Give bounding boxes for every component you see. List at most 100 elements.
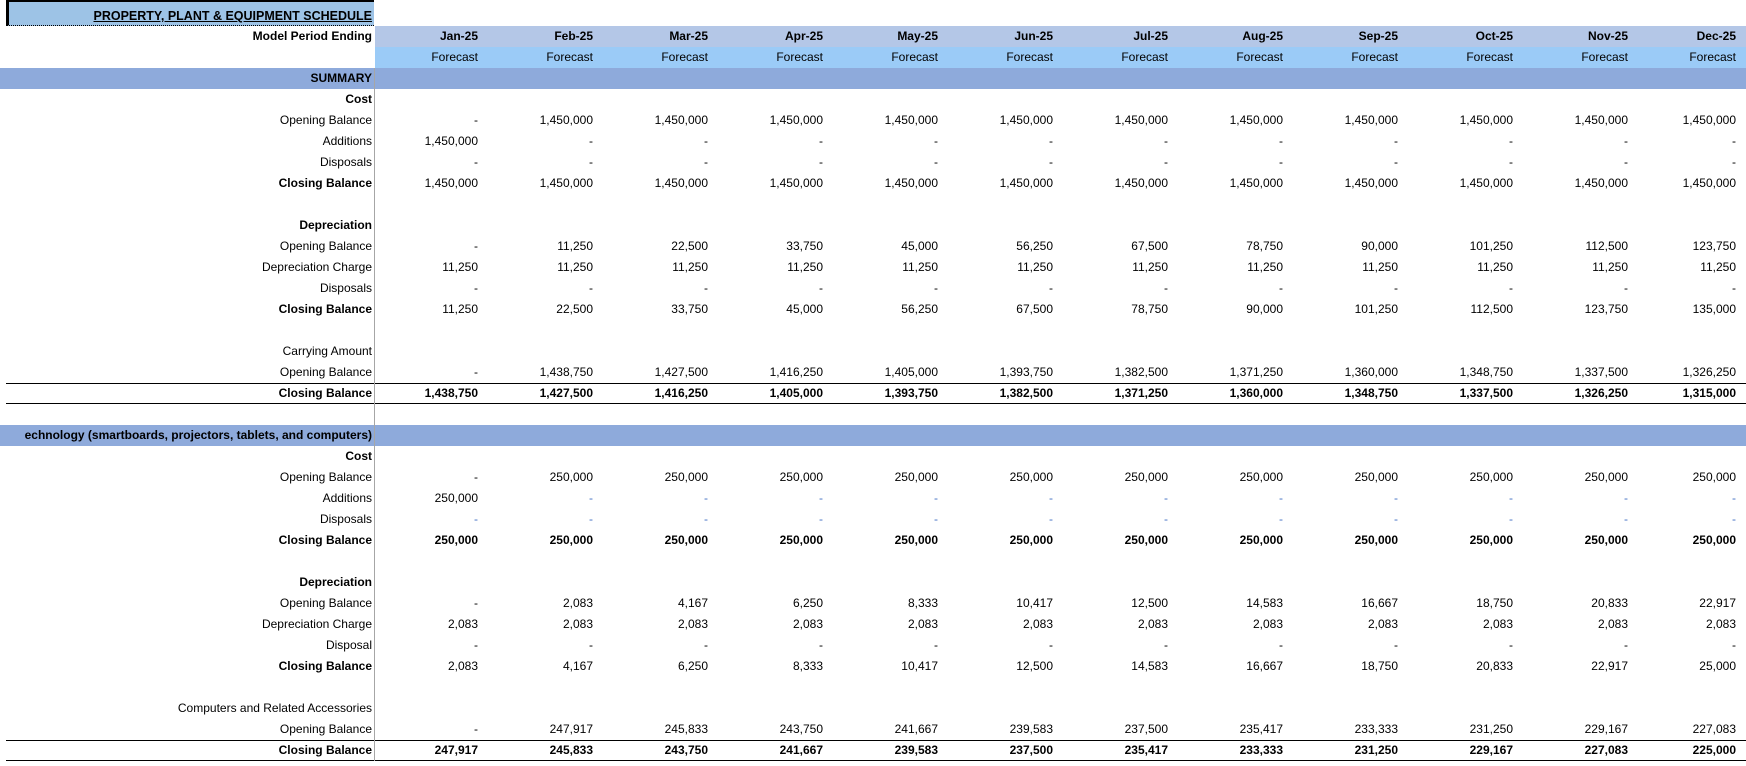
value-cell[interactable]: - — [1049, 134, 1053, 148]
value-cell[interactable]: 233,333 — [1354, 722, 1398, 736]
dep-charge-label[interactable]: Depreciation Charge — [261, 617, 372, 631]
value-cell[interactable]: 250,000 — [549, 533, 593, 547]
value-cell[interactable]: 1,382,500 — [1114, 365, 1168, 379]
value-cell[interactable]: - — [934, 491, 938, 505]
value-cell[interactable]: - — [589, 491, 593, 505]
cost-closing-label[interactable]: Closing Balance — [278, 533, 372, 547]
dep-closing-label[interactable]: Closing Balance — [278, 302, 372, 316]
value-cell[interactable]: 1,326,250 — [1682, 365, 1736, 379]
value-cell[interactable]: 2,083 — [907, 617, 938, 631]
value-cell[interactable]: - — [1732, 281, 1736, 295]
value-cell[interactable]: 4,167 — [677, 596, 708, 610]
value-cell[interactable]: 250,000 — [894, 533, 938, 547]
header-cell[interactable]: Forecast — [1351, 50, 1398, 64]
value-cell[interactable]: 78,750 — [1131, 302, 1168, 316]
value-cell[interactable]: 2,083 — [562, 617, 593, 631]
value-cell[interactable]: 20,833 — [1476, 659, 1513, 673]
value-cell[interactable]: 2,083 — [1597, 617, 1628, 631]
value-cell[interactable]: 250,000 — [1354, 533, 1398, 547]
value-cell[interactable]: 235,417 — [1124, 743, 1168, 757]
header-cell[interactable]: Aug-25 — [1242, 29, 1283, 43]
value-cell[interactable]: 237,500 — [1009, 743, 1053, 757]
value-cell[interactable]: - — [819, 134, 823, 148]
value-cell[interactable]: 250,000 — [664, 470, 708, 484]
value-cell[interactable]: 2,083 — [1367, 617, 1398, 631]
value-cell[interactable]: - — [474, 638, 478, 652]
value-cell[interactable]: 225,000 — [1692, 743, 1736, 757]
value-cell[interactable]: 247,917 — [434, 743, 478, 757]
value-cell[interactable]: 11,250 — [1592, 260, 1628, 274]
value-cell[interactable]: 2,083 — [1482, 617, 1513, 631]
value-cell[interactable]: 8,333 — [907, 596, 938, 610]
value-cell[interactable]: 250,000 — [434, 491, 478, 505]
cost-disposals-label[interactable]: Disposals — [319, 155, 372, 169]
value-cell[interactable]: - — [589, 155, 593, 169]
value-cell[interactable]: 1,337,500 — [1459, 386, 1513, 400]
value-cell[interactable]: 1,416,250 — [654, 386, 708, 400]
carry-closing-label[interactable]: Closing Balance — [278, 386, 372, 400]
value-cell[interactable]: 56,250 — [901, 302, 938, 316]
value-cell[interactable]: - — [1624, 512, 1628, 526]
value-cell[interactable]: 101,250 — [1354, 302, 1398, 316]
value-cell[interactable]: 8,333 — [792, 659, 823, 673]
cost-additions-label[interactable]: Additions — [322, 134, 372, 148]
value-cell[interactable]: - — [1279, 134, 1283, 148]
value-cell[interactable]: 67,500 — [1016, 302, 1053, 316]
value-cell[interactable]: 1,427,500 — [654, 365, 708, 379]
value-cell[interactable]: 1,450,000 — [1114, 176, 1168, 190]
value-cell[interactable]: 227,083 — [1692, 722, 1736, 736]
value-cell[interactable]: - — [934, 155, 938, 169]
cost-heading-label[interactable]: Cost — [345, 92, 372, 106]
value-cell[interactable]: - — [1279, 281, 1283, 295]
value-cell[interactable]: 1,450,000 — [884, 113, 938, 127]
value-cell[interactable]: 56,250 — [1016, 239, 1053, 253]
value-cell[interactable]: 1,438,750 — [424, 386, 478, 400]
value-cell[interactable]: - — [1509, 134, 1513, 148]
value-cell[interactable]: - — [1732, 491, 1736, 505]
value-cell[interactable]: 112,500 — [1585, 239, 1629, 253]
value-cell[interactable]: 11,250 — [442, 302, 478, 316]
value-cell[interactable]: 11,250 — [672, 260, 708, 274]
value-cell[interactable]: 1,348,750 — [1459, 365, 1513, 379]
value-cell[interactable]: - — [1394, 638, 1398, 652]
value-cell[interactable]: 250,000 — [1584, 470, 1628, 484]
value-cell[interactable]: 12,500 — [1131, 596, 1168, 610]
value-cell[interactable]: 90,000 — [1361, 239, 1398, 253]
value-cell[interactable]: - — [474, 155, 478, 169]
value-cell[interactable]: 11,250 — [1477, 260, 1513, 274]
value-cell[interactable]: 6,250 — [792, 596, 823, 610]
value-cell[interactable]: 20,833 — [1591, 596, 1628, 610]
value-cell[interactable]: 250,000 — [1124, 533, 1168, 547]
value-cell[interactable]: 18,750 — [1476, 596, 1513, 610]
header-cell[interactable]: Forecast — [1006, 50, 1053, 64]
value-cell[interactable]: - — [474, 596, 478, 610]
value-cell[interactable]: 45,000 — [786, 302, 823, 316]
value-cell[interactable]: 250,000 — [434, 533, 478, 547]
dep-charge-label[interactable]: Depreciation Charge — [261, 260, 372, 274]
section-label-technology[interactable]: echnology (smartboards, projectors, tabl… — [24, 428, 372, 442]
value-cell[interactable]: 1,405,000 — [769, 386, 823, 400]
value-cell[interactable]: 1,450,000 — [884, 176, 938, 190]
value-cell[interactable]: 245,833 — [664, 722, 708, 736]
value-cell[interactable]: 10,417 — [901, 659, 938, 673]
value-cell[interactable]: 1,450,000 — [1229, 113, 1283, 127]
dep-heading-label[interactable]: Depreciation — [299, 218, 372, 232]
value-cell[interactable]: - — [1732, 638, 1736, 652]
value-cell[interactable]: 11,250 — [442, 260, 478, 274]
value-cell[interactable]: 123,750 — [1692, 239, 1736, 253]
value-cell[interactable]: 227,083 — [1584, 743, 1628, 757]
value-cell[interactable]: - — [589, 281, 593, 295]
value-cell[interactable]: - — [704, 491, 708, 505]
value-cell[interactable]: 18,750 — [1361, 659, 1398, 673]
value-cell[interactable]: - — [819, 281, 823, 295]
value-cell[interactable]: - — [1164, 491, 1168, 505]
header-cell[interactable]: May-25 — [897, 29, 938, 43]
value-cell[interactable]: 250,000 — [1584, 533, 1628, 547]
value-cell[interactable]: 67,500 — [1131, 239, 1168, 253]
value-cell[interactable]: 11,250 — [557, 260, 593, 274]
value-cell[interactable]: - — [1394, 281, 1398, 295]
value-cell[interactable]: - — [1049, 638, 1053, 652]
value-cell[interactable]: 123,750 — [1584, 302, 1628, 316]
value-cell[interactable]: 1,450,000 — [654, 113, 708, 127]
value-cell[interactable]: 241,667 — [894, 722, 938, 736]
